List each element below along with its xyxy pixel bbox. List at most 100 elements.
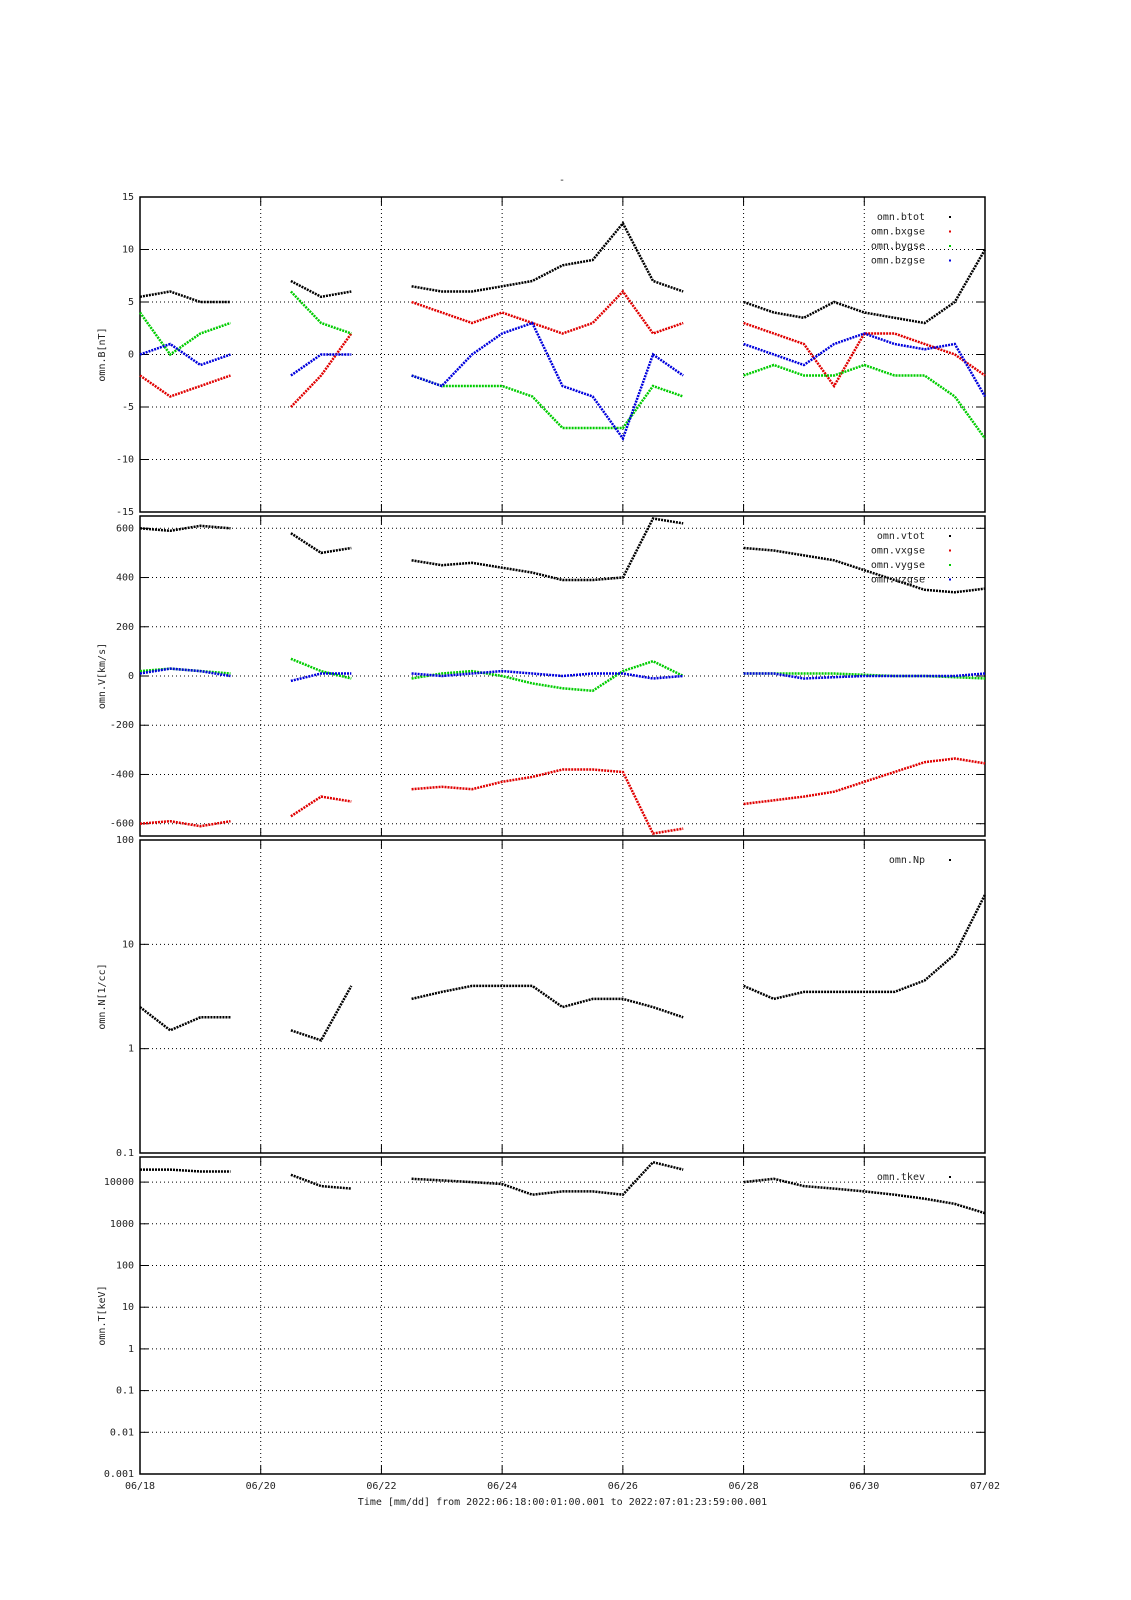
y-tick-label: -400 (110, 769, 134, 780)
y-tick-label: 600 (116, 523, 134, 534)
legend-swatch (949, 216, 951, 218)
y-tick-label: 200 (116, 622, 134, 633)
series-line (140, 1168, 231, 1173)
legend-swatch (949, 1176, 951, 1178)
x-tick-label: 06/28 (729, 1481, 759, 1492)
y-tick-label: 100 (116, 1261, 134, 1272)
y-tick-label: -200 (110, 720, 134, 731)
series-line (289, 290, 352, 335)
y-tick-label: 1 (128, 1344, 134, 1355)
series-line (139, 819, 231, 828)
series-line (290, 532, 352, 555)
series-line (289, 332, 353, 408)
legend-swatch (949, 859, 951, 861)
y-axis-label: omn.T[keV] (97, 1285, 108, 1345)
series-line (290, 353, 352, 377)
series-line (411, 289, 684, 335)
x-tick-label: 06/26 (608, 1481, 638, 1492)
plot-frame (139, 1156, 986, 1475)
series-line (743, 248, 987, 325)
x-tick-label: 06/24 (487, 1481, 517, 1492)
y-tick-label: -600 (110, 819, 134, 830)
y-tick-label: 0.001 (104, 1469, 134, 1480)
y-tick-label: 5 (128, 297, 134, 308)
series-line (290, 1173, 352, 1190)
series-line (411, 1160, 684, 1197)
x-tick-label: 06/30 (849, 1481, 879, 1492)
series-line (411, 659, 684, 693)
y-axis-label: omn.V[km/s] (97, 643, 108, 709)
series-line (411, 984, 684, 1019)
y-tick-label: 0.01 (110, 1427, 134, 1438)
series-line (139, 524, 231, 533)
legend-swatch (949, 535, 951, 537)
series-line (411, 221, 684, 293)
series-line (743, 894, 987, 1001)
y-tick-label: 10 (122, 1302, 134, 1313)
series-line (290, 279, 352, 299)
plot-frame (139, 515, 986, 837)
series-line (139, 374, 231, 398)
y-tick-label: -5 (122, 402, 134, 413)
series-line (139, 342, 231, 367)
chart-title: - (559, 175, 565, 186)
series-line (743, 363, 987, 440)
x-axis-label: Time [mm/dd] from 2022:06:18:00:01:00.00… (358, 1497, 767, 1508)
y-tick-label: 10 (122, 245, 134, 256)
legend-swatch (949, 230, 951, 233)
legend-swatch (949, 578, 951, 581)
series-line (743, 546, 986, 594)
legend-label: omn.bygse (871, 241, 925, 252)
y-tick-label: 0 (128, 671, 134, 682)
series-line (743, 321, 986, 389)
y-tick-label: -10 (116, 455, 134, 466)
x-tick-label: 06/20 (246, 1481, 276, 1492)
legend-label: omn.bxgse (871, 227, 925, 238)
legend-label: omn.vxgse (871, 546, 925, 557)
series-line (411, 669, 684, 680)
legend-swatch (949, 564, 951, 566)
series-line (138, 311, 231, 357)
series-line (411, 768, 684, 835)
y-tick-label: 0 (128, 350, 134, 361)
legend-label: omn.tkev (877, 1172, 925, 1183)
legend-swatch (949, 245, 951, 247)
series-line (290, 795, 352, 818)
y-tick-label: -15 (116, 507, 134, 518)
series-line (743, 332, 987, 398)
series-line (290, 985, 353, 1042)
x-tick-label: 06/18 (125, 1481, 155, 1492)
x-tick-label: 07/02 (970, 1481, 1000, 1492)
series-line (743, 672, 986, 680)
y-tick-label: 400 (116, 573, 134, 584)
x-tick-label: 06/22 (366, 1481, 396, 1492)
legend-swatch (949, 259, 951, 262)
series-line (290, 657, 352, 680)
y-tick-label: 15 (122, 192, 134, 203)
series-line (743, 1177, 986, 1215)
series-line (139, 1006, 231, 1032)
legend-label: omn.vzgse (871, 575, 925, 586)
y-tick-label: 0.1 (116, 1386, 134, 1397)
y-axis-label: omn.B[nT] (97, 327, 108, 381)
legend-swatch (949, 549, 951, 552)
y-axis-label: omn.N[1/cc] (97, 963, 108, 1029)
y-tick-label: 10000 (104, 1177, 134, 1188)
series-line (290, 672, 352, 683)
y-tick-label: 10 (122, 939, 134, 950)
series-line (411, 517, 684, 582)
series-line (411, 321, 684, 442)
y-tick-label: 0.1 (116, 1148, 134, 1159)
legend-label: omn.bzgse (871, 256, 925, 267)
legend-label: omn.btot (877, 212, 925, 223)
y-tick-label: 100 (116, 835, 134, 846)
plot-frame (139, 839, 986, 1154)
legend-label: omn.Np (889, 855, 925, 866)
series-line (139, 667, 231, 678)
legend-label: omn.vtot (877, 531, 925, 542)
legend-label: omn.vygse (871, 560, 925, 571)
y-tick-label: 1 (128, 1044, 134, 1055)
series-line (139, 290, 231, 304)
